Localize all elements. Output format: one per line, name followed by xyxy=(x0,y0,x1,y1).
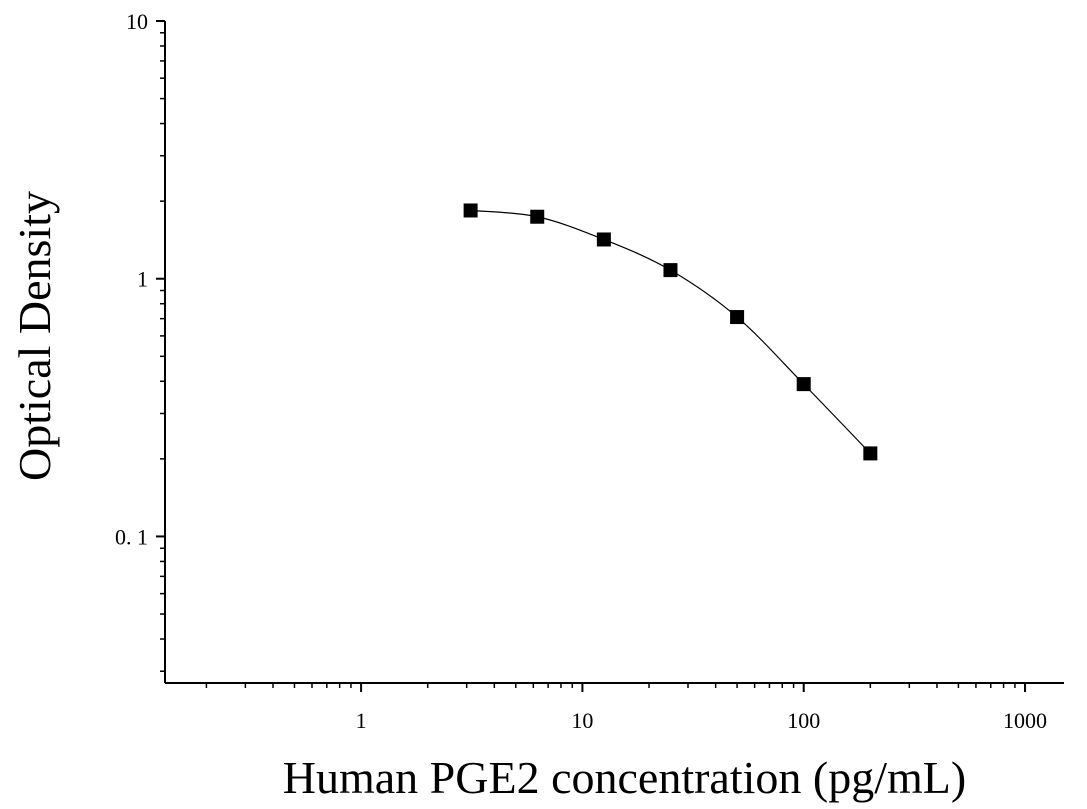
x-tick-label: 100 xyxy=(787,708,820,733)
x-tick-label: 10 xyxy=(571,708,593,733)
data-point xyxy=(863,446,878,461)
data-point xyxy=(596,232,611,247)
data-point xyxy=(463,203,478,218)
data-point xyxy=(796,377,811,392)
data-point xyxy=(663,263,678,278)
fit-curve xyxy=(470,209,871,454)
x-axis-title: Human PGE2 concentration (pg/mL) xyxy=(283,752,966,803)
y-axis-title: Optical Density xyxy=(9,191,60,481)
y-tick-label: 10 xyxy=(126,9,148,34)
y-tick-label: 0. 1 xyxy=(115,524,148,549)
fit-curve-layer xyxy=(470,209,871,454)
x-tick-label: 1 xyxy=(356,708,367,733)
data-points-layer xyxy=(463,203,878,461)
data-point xyxy=(530,209,545,224)
y-tick-label: 1 xyxy=(137,267,148,292)
y-axis: 10 1 0. 1 xyxy=(115,9,166,683)
x-axis: 1 10 100 1000 xyxy=(165,682,1064,733)
x-tick-label: 1000 xyxy=(1003,708,1047,733)
data-point xyxy=(730,310,745,325)
